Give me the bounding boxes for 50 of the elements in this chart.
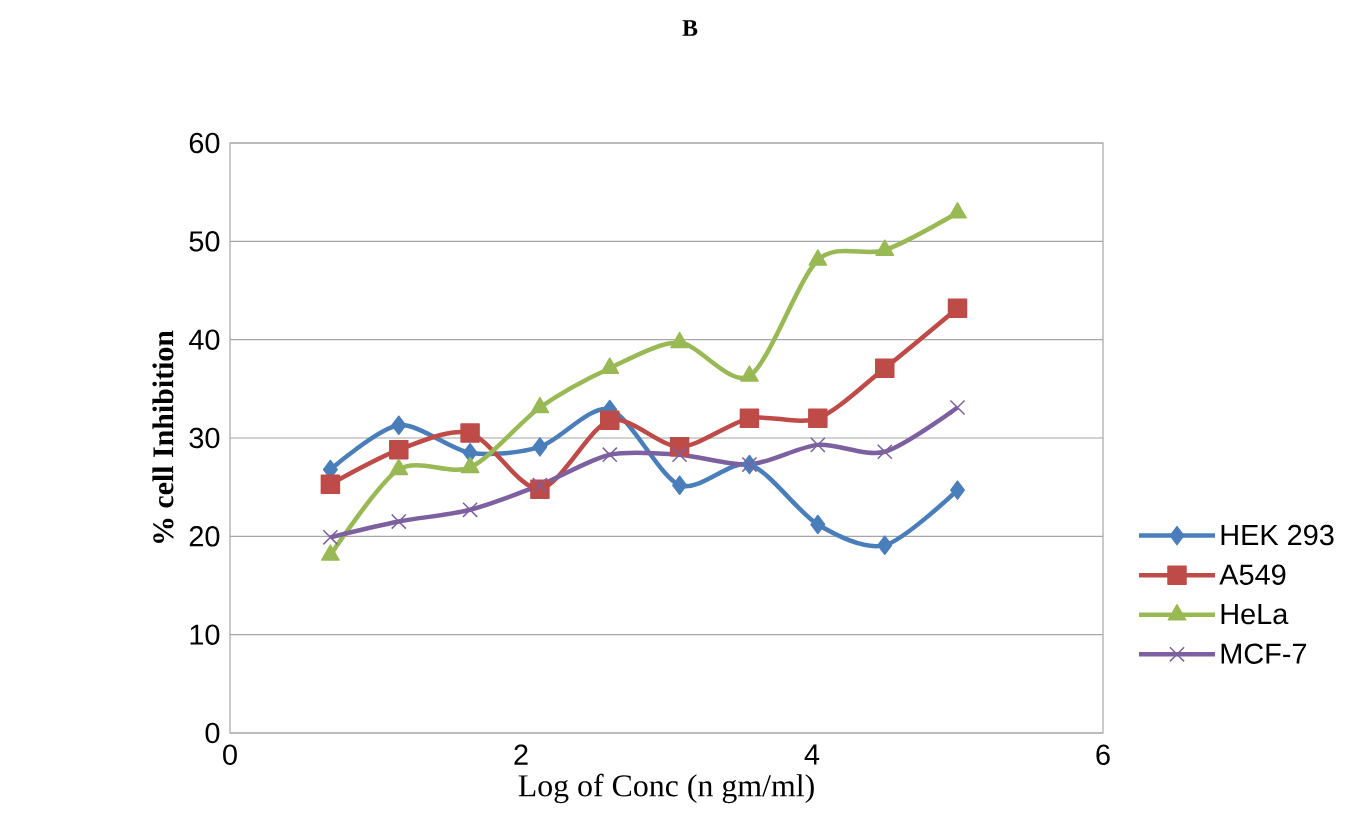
point xyxy=(877,535,893,555)
legend-label: HeLa xyxy=(1221,604,1289,625)
point xyxy=(739,408,760,429)
point xyxy=(320,474,341,494)
point xyxy=(950,480,966,500)
point xyxy=(948,202,967,219)
point xyxy=(532,477,548,494)
point xyxy=(808,249,828,266)
point xyxy=(670,331,690,349)
point xyxy=(600,410,620,431)
x-tick-label: 4 xyxy=(804,744,820,765)
point xyxy=(810,514,826,535)
y-tick-label: 30 xyxy=(189,427,220,449)
point xyxy=(949,399,966,416)
point xyxy=(391,415,407,435)
point xyxy=(322,529,339,546)
point xyxy=(810,437,826,453)
point xyxy=(875,358,895,378)
y-tick-label: 20 xyxy=(189,526,220,547)
point xyxy=(875,239,895,256)
point xyxy=(389,440,409,460)
point xyxy=(532,437,548,457)
point xyxy=(808,408,828,429)
chart-title: B xyxy=(682,20,698,36)
x-tick-label: 2 xyxy=(514,744,528,765)
x-axis-title: Log of Conc (n gm/ml) xyxy=(518,773,814,804)
point xyxy=(390,513,407,530)
y-tick-label: 50 xyxy=(189,231,220,252)
point xyxy=(601,446,618,463)
legend-label: HEK 293 xyxy=(1221,524,1334,546)
point xyxy=(672,475,688,495)
y-tick-label: 40 xyxy=(189,329,220,350)
point xyxy=(947,298,968,318)
point xyxy=(462,501,478,518)
legend-label: A549 xyxy=(1219,564,1286,585)
point xyxy=(671,446,688,463)
x-tick-label: 6 xyxy=(1096,744,1110,765)
y-axis-title: % cell Inhibition xyxy=(152,330,174,543)
legend-label: MCF-7 xyxy=(1221,643,1307,664)
point xyxy=(530,396,550,414)
point xyxy=(600,357,620,374)
y-tick-label: 10 xyxy=(190,624,220,645)
y-tick-label: 0 xyxy=(205,722,220,744)
x-tick-label: 0 xyxy=(223,744,237,765)
point xyxy=(462,443,478,463)
point xyxy=(876,443,893,460)
point xyxy=(460,423,480,443)
y-tick-label: 60 xyxy=(189,132,220,154)
point xyxy=(740,365,759,382)
point xyxy=(669,437,690,457)
